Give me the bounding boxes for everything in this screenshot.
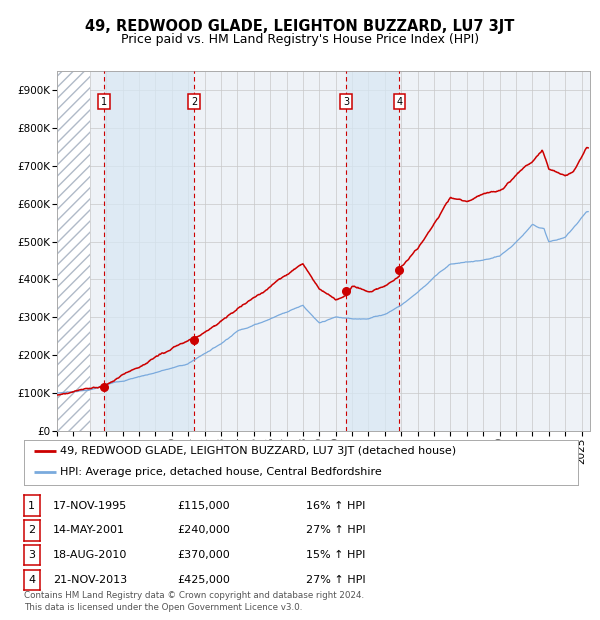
Text: 1: 1	[101, 97, 107, 107]
Text: £425,000: £425,000	[177, 575, 230, 585]
Text: £240,000: £240,000	[177, 525, 230, 536]
Text: 3: 3	[28, 550, 35, 560]
Text: 4: 4	[28, 575, 35, 585]
Text: 17-NOV-1995: 17-NOV-1995	[53, 500, 127, 511]
Bar	[57, 71, 90, 431]
Text: £115,000: £115,000	[177, 500, 230, 511]
Text: Price paid vs. HM Land Registry's House Price Index (HPI): Price paid vs. HM Land Registry's House …	[121, 33, 479, 45]
Text: 3: 3	[343, 97, 349, 107]
Text: 4: 4	[397, 97, 403, 107]
Bar	[104, 71, 194, 431]
Text: 49, REDWOOD GLADE, LEIGHTON BUZZARD, LU7 3JT (detached house): 49, REDWOOD GLADE, LEIGHTON BUZZARD, LU7…	[60, 446, 456, 456]
Bar	[346, 71, 400, 431]
Text: £370,000: £370,000	[177, 550, 230, 560]
Text: 2: 2	[28, 525, 35, 536]
Text: 27% ↑ HPI: 27% ↑ HPI	[306, 525, 365, 536]
Text: Contains HM Land Registry data © Crown copyright and database right 2024.
This d: Contains HM Land Registry data © Crown c…	[24, 591, 364, 612]
Text: 14-MAY-2001: 14-MAY-2001	[53, 525, 125, 536]
Text: 15% ↑ HPI: 15% ↑ HPI	[306, 550, 365, 560]
Text: 2: 2	[191, 97, 197, 107]
Text: 49, REDWOOD GLADE, LEIGHTON BUZZARD, LU7 3JT: 49, REDWOOD GLADE, LEIGHTON BUZZARD, LU7…	[85, 19, 515, 34]
Text: 27% ↑ HPI: 27% ↑ HPI	[306, 575, 365, 585]
Text: 1: 1	[28, 500, 35, 511]
Text: 21-NOV-2013: 21-NOV-2013	[53, 575, 127, 585]
Text: 16% ↑ HPI: 16% ↑ HPI	[306, 500, 365, 511]
Text: HPI: Average price, detached house, Central Bedfordshire: HPI: Average price, detached house, Cent…	[60, 467, 382, 477]
Text: 18-AUG-2010: 18-AUG-2010	[53, 550, 127, 560]
